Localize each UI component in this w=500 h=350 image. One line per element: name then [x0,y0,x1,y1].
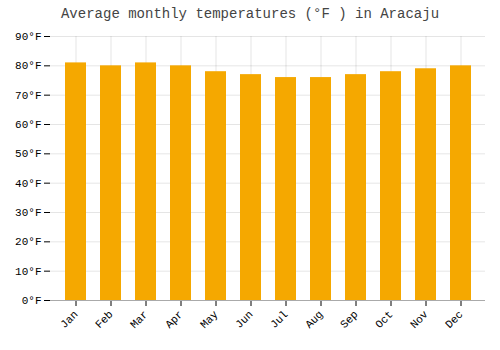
svg-text:20°F: 20°F [15,236,41,248]
svg-text:Jul: Jul [268,308,290,330]
svg-text:60°F: 60°F [15,119,41,131]
svg-text:Oct: Oct [373,308,395,330]
svg-text:Sep: Sep [338,308,360,330]
svg-text:40°F: 40°F [15,178,41,190]
svg-text:Apr: Apr [163,308,185,330]
svg-text:Jan: Jan [58,308,80,330]
svg-text:Dec: Dec [443,308,465,330]
svg-text:80°F: 80°F [15,60,41,72]
svg-text:70°F: 70°F [15,90,41,102]
svg-text:Nov: Nov [408,308,431,331]
svg-text:Jun: Jun [233,308,255,330]
svg-text:0°F: 0°F [22,295,42,307]
svg-text:10°F: 10°F [15,266,41,278]
svg-text:May: May [198,308,221,331]
svg-text:Aug: Aug [303,308,325,330]
html-text:Average monthly temperatures (: Average monthly temperatures (°F ) in Ar… [61,6,439,22]
svg-text:50°F: 50°F [15,148,41,160]
svg-text:Mar: Mar [128,308,150,330]
svg-text:30°F: 30°F [15,207,41,219]
svg-text:Feb: Feb [93,308,115,330]
svg-text:90°F: 90°F [15,31,41,43]
